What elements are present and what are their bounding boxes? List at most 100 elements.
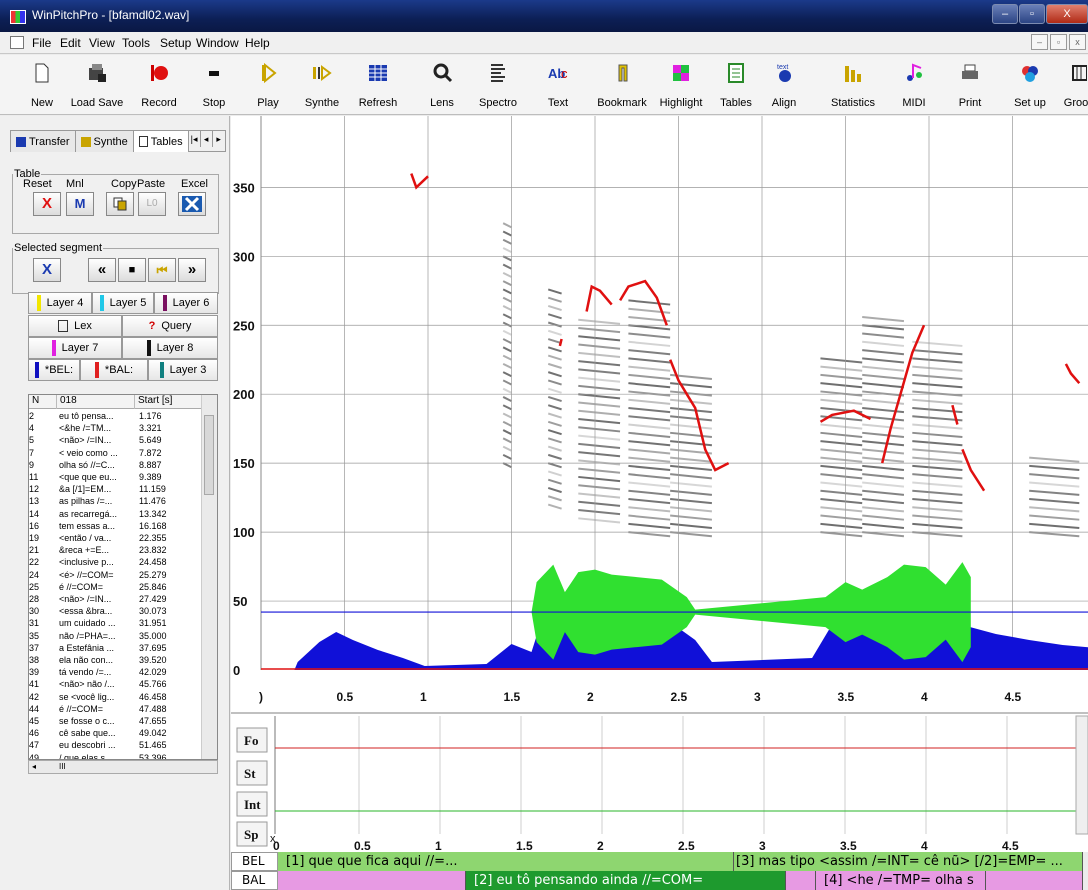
synthe-button[interactable]: Synthe	[300, 55, 344, 114]
load-save-button[interactable]: Load Save	[68, 55, 126, 114]
table-row[interactable]: 4 <&he /=TM... 3.321	[29, 423, 203, 434]
bookmark-button[interactable]: Bookmark	[594, 55, 650, 114]
menu-file[interactable]: File	[32, 36, 52, 50]
mnl-button[interactable]: M	[66, 192, 94, 216]
table-row[interactable]: 39 tá vendo /=... 42.029	[29, 667, 203, 678]
table-row[interactable]: 46 cê sabe que... 49.042	[29, 728, 203, 739]
copy-button[interactable]	[106, 192, 134, 216]
table-row[interactable]: 37 a Estefânia ... 37.695	[29, 643, 203, 654]
table-row[interactable]: 19 <então / va... 22.355	[29, 533, 203, 544]
table-row[interactable]: 38 ela não con... 39.520	[29, 655, 203, 666]
close-button[interactable]: X	[1046, 4, 1088, 24]
bel-segment-1[interactable]: [1] que que fica aqui //=...	[278, 852, 734, 871]
bel-tier[interactable]: BEL [1] que que fica aqui //=... [3] mas…	[231, 852, 1088, 871]
segment-next-button[interactable]: »	[178, 258, 206, 282]
table-row[interactable]: 44 é //=COM= 47.488	[29, 704, 203, 715]
menu-setup[interactable]: Setup	[160, 36, 192, 50]
paste-button[interactable]: L0	[138, 192, 166, 216]
table-row[interactable]: 25 é //=COM= 25.846	[29, 582, 203, 593]
table-row[interactable]: 14 as recarregá... 13.342	[29, 509, 203, 520]
bal-segment-2[interactable]: [2] eu tô pensando ainda //=COM=	[466, 871, 786, 890]
align-button[interactable]: text Align	[771, 64, 797, 109]
scroll-thumb[interactable]	[204, 415, 214, 495]
table-row[interactable]: 21 &reca +=E... 23.832	[29, 545, 203, 556]
table-row[interactable]: 47 eu descobri ... 51.465	[29, 740, 203, 751]
hscroll-thumb[interactable]: III	[59, 762, 66, 771]
col-start-header[interactable]: Start [s]	[135, 395, 203, 409]
table-row[interactable]: 35 não /=PHA=... 35.000	[29, 631, 203, 642]
spectrogram-pitch-panel[interactable]: 350 300 250 200 150 100 50 0) 0.5 1 1.5 2 2.5 3 3.5 4 4.…	[231, 116, 1088, 712]
table-row[interactable]: 22 <inclusive p... 24.458	[29, 557, 203, 568]
mdi-close-button[interactable]: x	[1069, 34, 1086, 50]
minimize-button[interactable]: –	[992, 4, 1018, 24]
tab-scroll-first-icon[interactable]: |◂	[189, 131, 201, 147]
bal-layer-button[interactable]: *BAL:	[80, 359, 148, 381]
layer-5-button[interactable]: Layer 5	[92, 292, 154, 314]
segment-table-scrollbar[interactable]	[201, 395, 217, 759]
scroll-left-icon[interactable]: ◂	[32, 762, 37, 771]
stop-button[interactable]: Stop	[196, 55, 232, 114]
table-row[interactable]: 9 olha só //=C... 8.887	[29, 460, 203, 471]
tab-tables[interactable]: Tables	[132, 130, 189, 152]
table-row[interactable]: 42 se <você lig... 46.458	[29, 692, 203, 703]
excel-button[interactable]	[178, 192, 206, 216]
bal-tier[interactable]: BAL [2] eu tô pensando ainda //=COM= [4]…	[231, 871, 1088, 890]
table-row[interactable]: 30 <essa &bra... 30.073	[29, 606, 203, 617]
tab-scroll-right-icon[interactable]: ▸	[216, 134, 221, 144]
query-button[interactable]: ? Query	[122, 315, 218, 337]
layer-6-button[interactable]: Layer 6	[154, 292, 218, 314]
tab-transfer[interactable]: Transfer	[10, 130, 76, 152]
table-row[interactable]: 7 < veio como ... 7.872	[29, 448, 203, 459]
maximize-button[interactable]: ▫	[1019, 4, 1045, 24]
bel-segment-3[interactable]: [3] mas tipo <assim /=INT= cê nũ> [/2]=E…	[734, 852, 1083, 871]
table-row[interactable]: 16 tem essas a... 16.168	[29, 521, 203, 532]
col-text-header[interactable]: 018	[57, 395, 135, 409]
prosody-panel[interactable]: Fo St Int Sp x 0 0.5 1 1.5 2 2.5 3 3.5 4 4.5	[231, 712, 1088, 853]
layer-4-button[interactable]: Layer 4	[28, 292, 92, 314]
table-row[interactable]: 5 <não> /=IN... 5.649	[29, 435, 203, 446]
tab-scroll-left-icon[interactable]: ◂	[201, 131, 213, 147]
menu-help[interactable]: Help	[245, 36, 270, 50]
menu-view[interactable]: View	[89, 36, 115, 50]
segment-prev-button[interactable]: «	[88, 258, 116, 282]
segment-stop-button[interactable]: ■	[118, 258, 146, 282]
table-row[interactable]: 24 <é> //=COM= 25.279	[29, 570, 203, 581]
bal-segment-4[interactable]: [4] <he /=TMP= olha s	[816, 871, 986, 890]
table-row[interactable]: 13 as pilhas /=... 11.476	[29, 496, 203, 507]
refresh-button[interactable]: Refresh	[356, 55, 400, 114]
mdi-restore-button[interactable]: ▫	[1050, 34, 1067, 50]
menu-tools[interactable]: Tools	[122, 36, 151, 50]
spectro-button[interactable]: Spectro	[474, 55, 522, 114]
new-button[interactable]: New	[20, 55, 64, 114]
segment-table[interactable]: N 018 Start [s] 2 eu tô pensa... 1.176 4 <&h…	[28, 394, 218, 760]
col-n-header[interactable]: N	[29, 395, 57, 409]
print-button[interactable]: Print	[952, 55, 988, 114]
menu-window[interactable]: Window	[196, 36, 239, 50]
segment-play-button[interactable]: ⏮	[148, 258, 176, 282]
text-button[interactable]: Ab c Text	[540, 55, 576, 114]
reset-button[interactable]: X	[33, 192, 61, 216]
tab-scroll[interactable]: |◂ ◂ ▸	[187, 130, 226, 152]
table-row[interactable]: 41 <não> não /... 45.766	[29, 679, 203, 690]
tab-synthe[interactable]: Synthe	[74, 130, 134, 152]
document-menu-icon[interactable]	[10, 36, 24, 49]
table-row[interactable]: 31 um cuidado ... 31.951	[29, 618, 203, 629]
table-row[interactable]: 45 se fosse o c... 47.655	[29, 716, 203, 727]
group-button[interactable]: Groo	[1060, 55, 1088, 114]
table-row[interactable]: 12 &a [/1]=EM... 11.159	[29, 484, 203, 495]
lex-button[interactable]: Lex	[28, 315, 122, 337]
menu-edit[interactable]: Edit	[60, 36, 81, 50]
setup-button[interactable]: Set up	[1008, 55, 1052, 114]
table-row[interactable]: 11 <que que eu... 9.389	[29, 472, 203, 483]
table-row[interactable]: 28 <não> /=IN... 27.429	[29, 594, 203, 605]
table-row[interactable]: 49 / que elas s... 53.396	[29, 753, 203, 759]
layer-3-button[interactable]: Layer 3	[148, 359, 218, 381]
lens-button[interactable]: Lens	[422, 55, 462, 114]
play-button[interactable]: Play	[250, 55, 286, 114]
tables-button[interactable]: Tables	[716, 55, 756, 114]
highlight-button[interactable]: Highlight	[652, 55, 710, 114]
segment-table-hscroll[interactable]: ◂ III	[28, 760, 218, 774]
record-button[interactable]: Record	[134, 55, 184, 114]
statistics-button[interactable]: Statistics	[828, 55, 878, 114]
table-row[interactable]: 2 eu tô pensa... 1.176	[29, 411, 203, 422]
